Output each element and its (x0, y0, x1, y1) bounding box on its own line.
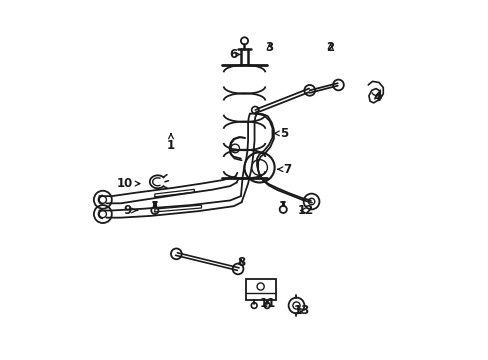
Text: 13: 13 (293, 305, 309, 318)
Text: 3: 3 (265, 41, 273, 54)
Text: 11: 11 (259, 297, 275, 310)
Text: 10: 10 (116, 177, 140, 190)
Text: 6: 6 (229, 48, 240, 61)
Text: 7: 7 (277, 163, 291, 176)
Text: 1: 1 (166, 134, 175, 152)
Text: 4: 4 (372, 91, 381, 104)
Text: 2: 2 (326, 41, 334, 54)
Text: 12: 12 (297, 204, 313, 217)
Text: 8: 8 (236, 256, 244, 269)
Text: 5: 5 (273, 127, 287, 140)
Text: 9: 9 (123, 204, 137, 217)
